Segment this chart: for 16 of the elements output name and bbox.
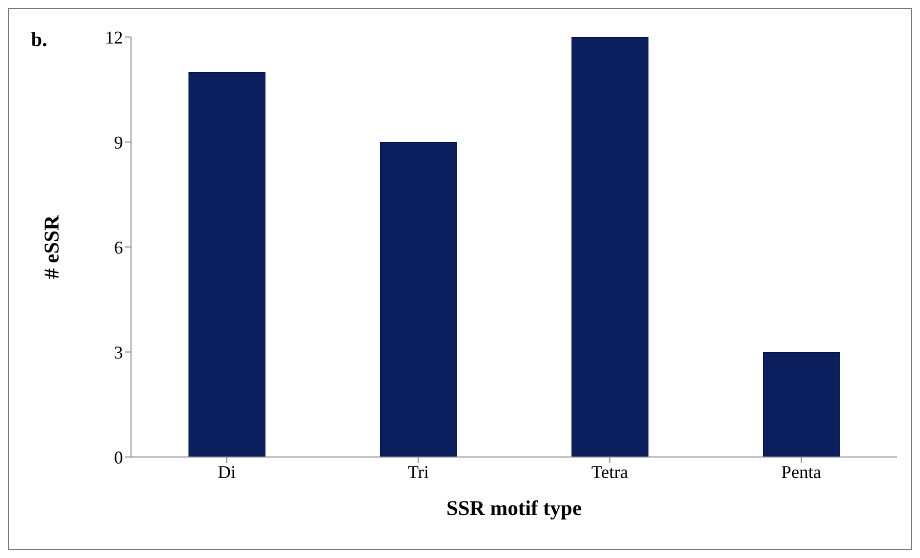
bar [380,142,457,457]
y-tick-label: 9 [114,132,123,152]
y-axis-title: # eSSR [39,214,64,279]
text: b. [31,29,48,52]
x-tick-label: Tetra [591,462,628,482]
x-tick-label: Penta [781,462,822,482]
bar [571,37,648,457]
x-axis-title: SSR motif type [446,496,582,520]
bar [762,352,840,457]
y-tick-label: 6 [114,237,123,258]
y-tick-label: 0 [114,447,123,468]
y-tick-label: 3 [114,342,123,362]
bar [188,72,266,457]
x-tick-label: Tri [408,462,429,482]
x-tick-label: Di [218,462,236,482]
y-tick-label: 12 [105,27,123,48]
